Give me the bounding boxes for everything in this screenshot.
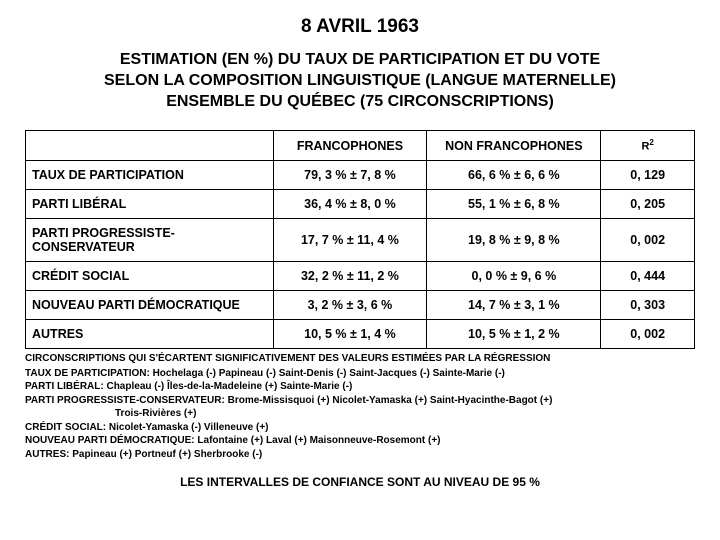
table-row: NOUVEAU PARTI DÉMOCRATIQUE3, 2 % ± 3, 6 …: [26, 291, 695, 320]
title-sub-l3: ENSEMBLE DU QUÉBEC (75 CIRCONSCRIPTIONS): [166, 93, 554, 110]
cell-nonfranco: 66, 6 % ± 6, 6 %: [427, 161, 601, 190]
footnote-line: NOUVEAU PARTI DÉMOCRATIQUE: Lafontaine (…: [25, 434, 695, 448]
row-label: PARTI PROGRESSISTE-CONSERVATEUR: [26, 219, 274, 262]
col-header-franco: FRANCOPHONES: [273, 131, 427, 161]
cell-nonfranco: 55, 1 % ± 6, 8 %: [427, 190, 601, 219]
title-sub-l1: ESTIMATION (EN %) DU TAUX DE PARTICIPATI…: [120, 51, 600, 68]
footnote-line: PARTI PROGRESSISTE-CONSERVATEUR: Brome-M…: [25, 394, 695, 408]
title-sub: ESTIMATION (EN %) DU TAUX DE PARTICIPATI…: [25, 50, 695, 112]
col-header-empty: [26, 131, 274, 161]
col-header-nonfranco: NON FRANCOPHONES: [427, 131, 601, 161]
cell-r2: 0, 303: [601, 291, 695, 320]
cell-r2: 0, 129: [601, 161, 695, 190]
title-date: 8 AVRIL 1963: [25, 16, 695, 38]
footnote-line: CRÉDIT SOCIAL: Nicolet-Yamaska (-) Ville…: [25, 421, 695, 435]
row-label: NOUVEAU PARTI DÉMOCRATIQUE: [26, 291, 274, 320]
cell-franco: 10, 5 % ± 1, 4 %: [273, 320, 427, 349]
cell-r2: 0, 002: [601, 219, 695, 262]
footnote-line: PARTI LIBÉRAL: Chapleau (-) Îles-de-la-M…: [25, 380, 695, 394]
table-row: CRÉDIT SOCIAL32, 2 % ± 11, 2 %0, 0 % ± 9…: [26, 262, 695, 291]
row-label: CRÉDIT SOCIAL: [26, 262, 274, 291]
cell-nonfranco: 19, 8 % ± 9, 8 %: [427, 219, 601, 262]
footnote-line-indent: Trois-Rivières (+): [25, 407, 695, 421]
cell-franco: 32, 2 % ± 11, 2 %: [273, 262, 427, 291]
cell-r2: 0, 444: [601, 262, 695, 291]
table-header-row: FRANCOPHONES NON FRANCOPHONES R2: [26, 131, 695, 161]
table-row: TAUX DE PARTICIPATION79, 3 % ± 7, 8 %66,…: [26, 161, 695, 190]
cell-nonfranco: 10, 5 % ± 1, 2 %: [427, 320, 601, 349]
row-label: PARTI LIBÉRAL: [26, 190, 274, 219]
cell-franco: 3, 2 % ± 3, 6 %: [273, 291, 427, 320]
cell-r2: 0, 205: [601, 190, 695, 219]
col-header-r2: R2: [601, 131, 695, 161]
footnote-line: TAUX DE PARTICIPATION: Hochelaga (-) Pap…: [25, 367, 695, 381]
footnotes: CIRCONSCRIPTIONS QUI S'ÉCARTENT SIGNIFIC…: [25, 352, 695, 461]
table-row: PARTI LIBÉRAL36, 4 % ± 8, 0 %55, 1 % ± 6…: [26, 190, 695, 219]
cell-nonfranco: 14, 7 % ± 3, 1 %: [427, 291, 601, 320]
footnote-line: AUTRES: Papineau (+) Portneuf (+) Sherbr…: [25, 448, 695, 462]
cell-franco: 36, 4 % ± 8, 0 %: [273, 190, 427, 219]
cell-franco: 17, 7 % ± 11, 4 %: [273, 219, 427, 262]
data-table: FRANCOPHONES NON FRANCOPHONES R2 TAUX DE…: [25, 130, 695, 349]
table-row: AUTRES10, 5 % ± 1, 4 %10, 5 % ± 1, 2 %0,…: [26, 320, 695, 349]
row-label: AUTRES: [26, 320, 274, 349]
row-label: TAUX DE PARTICIPATION: [26, 161, 274, 190]
cell-nonfranco: 0, 0 % ± 9, 6 %: [427, 262, 601, 291]
cell-franco: 79, 3 % ± 7, 8 %: [273, 161, 427, 190]
final-note: LES INTERVALLES DE CONFIANCE SONT AU NIV…: [25, 475, 695, 489]
footnote-header: CIRCONSCRIPTIONS QUI S'ÉCARTENT SIGNIFIC…: [25, 352, 695, 366]
cell-r2: 0, 002: [601, 320, 695, 349]
title-sub-l2: SELON LA COMPOSITION LINGUISTIQUE (LANGU…: [104, 72, 616, 89]
table-row: PARTI PROGRESSISTE-CONSERVATEUR17, 7 % ±…: [26, 219, 695, 262]
